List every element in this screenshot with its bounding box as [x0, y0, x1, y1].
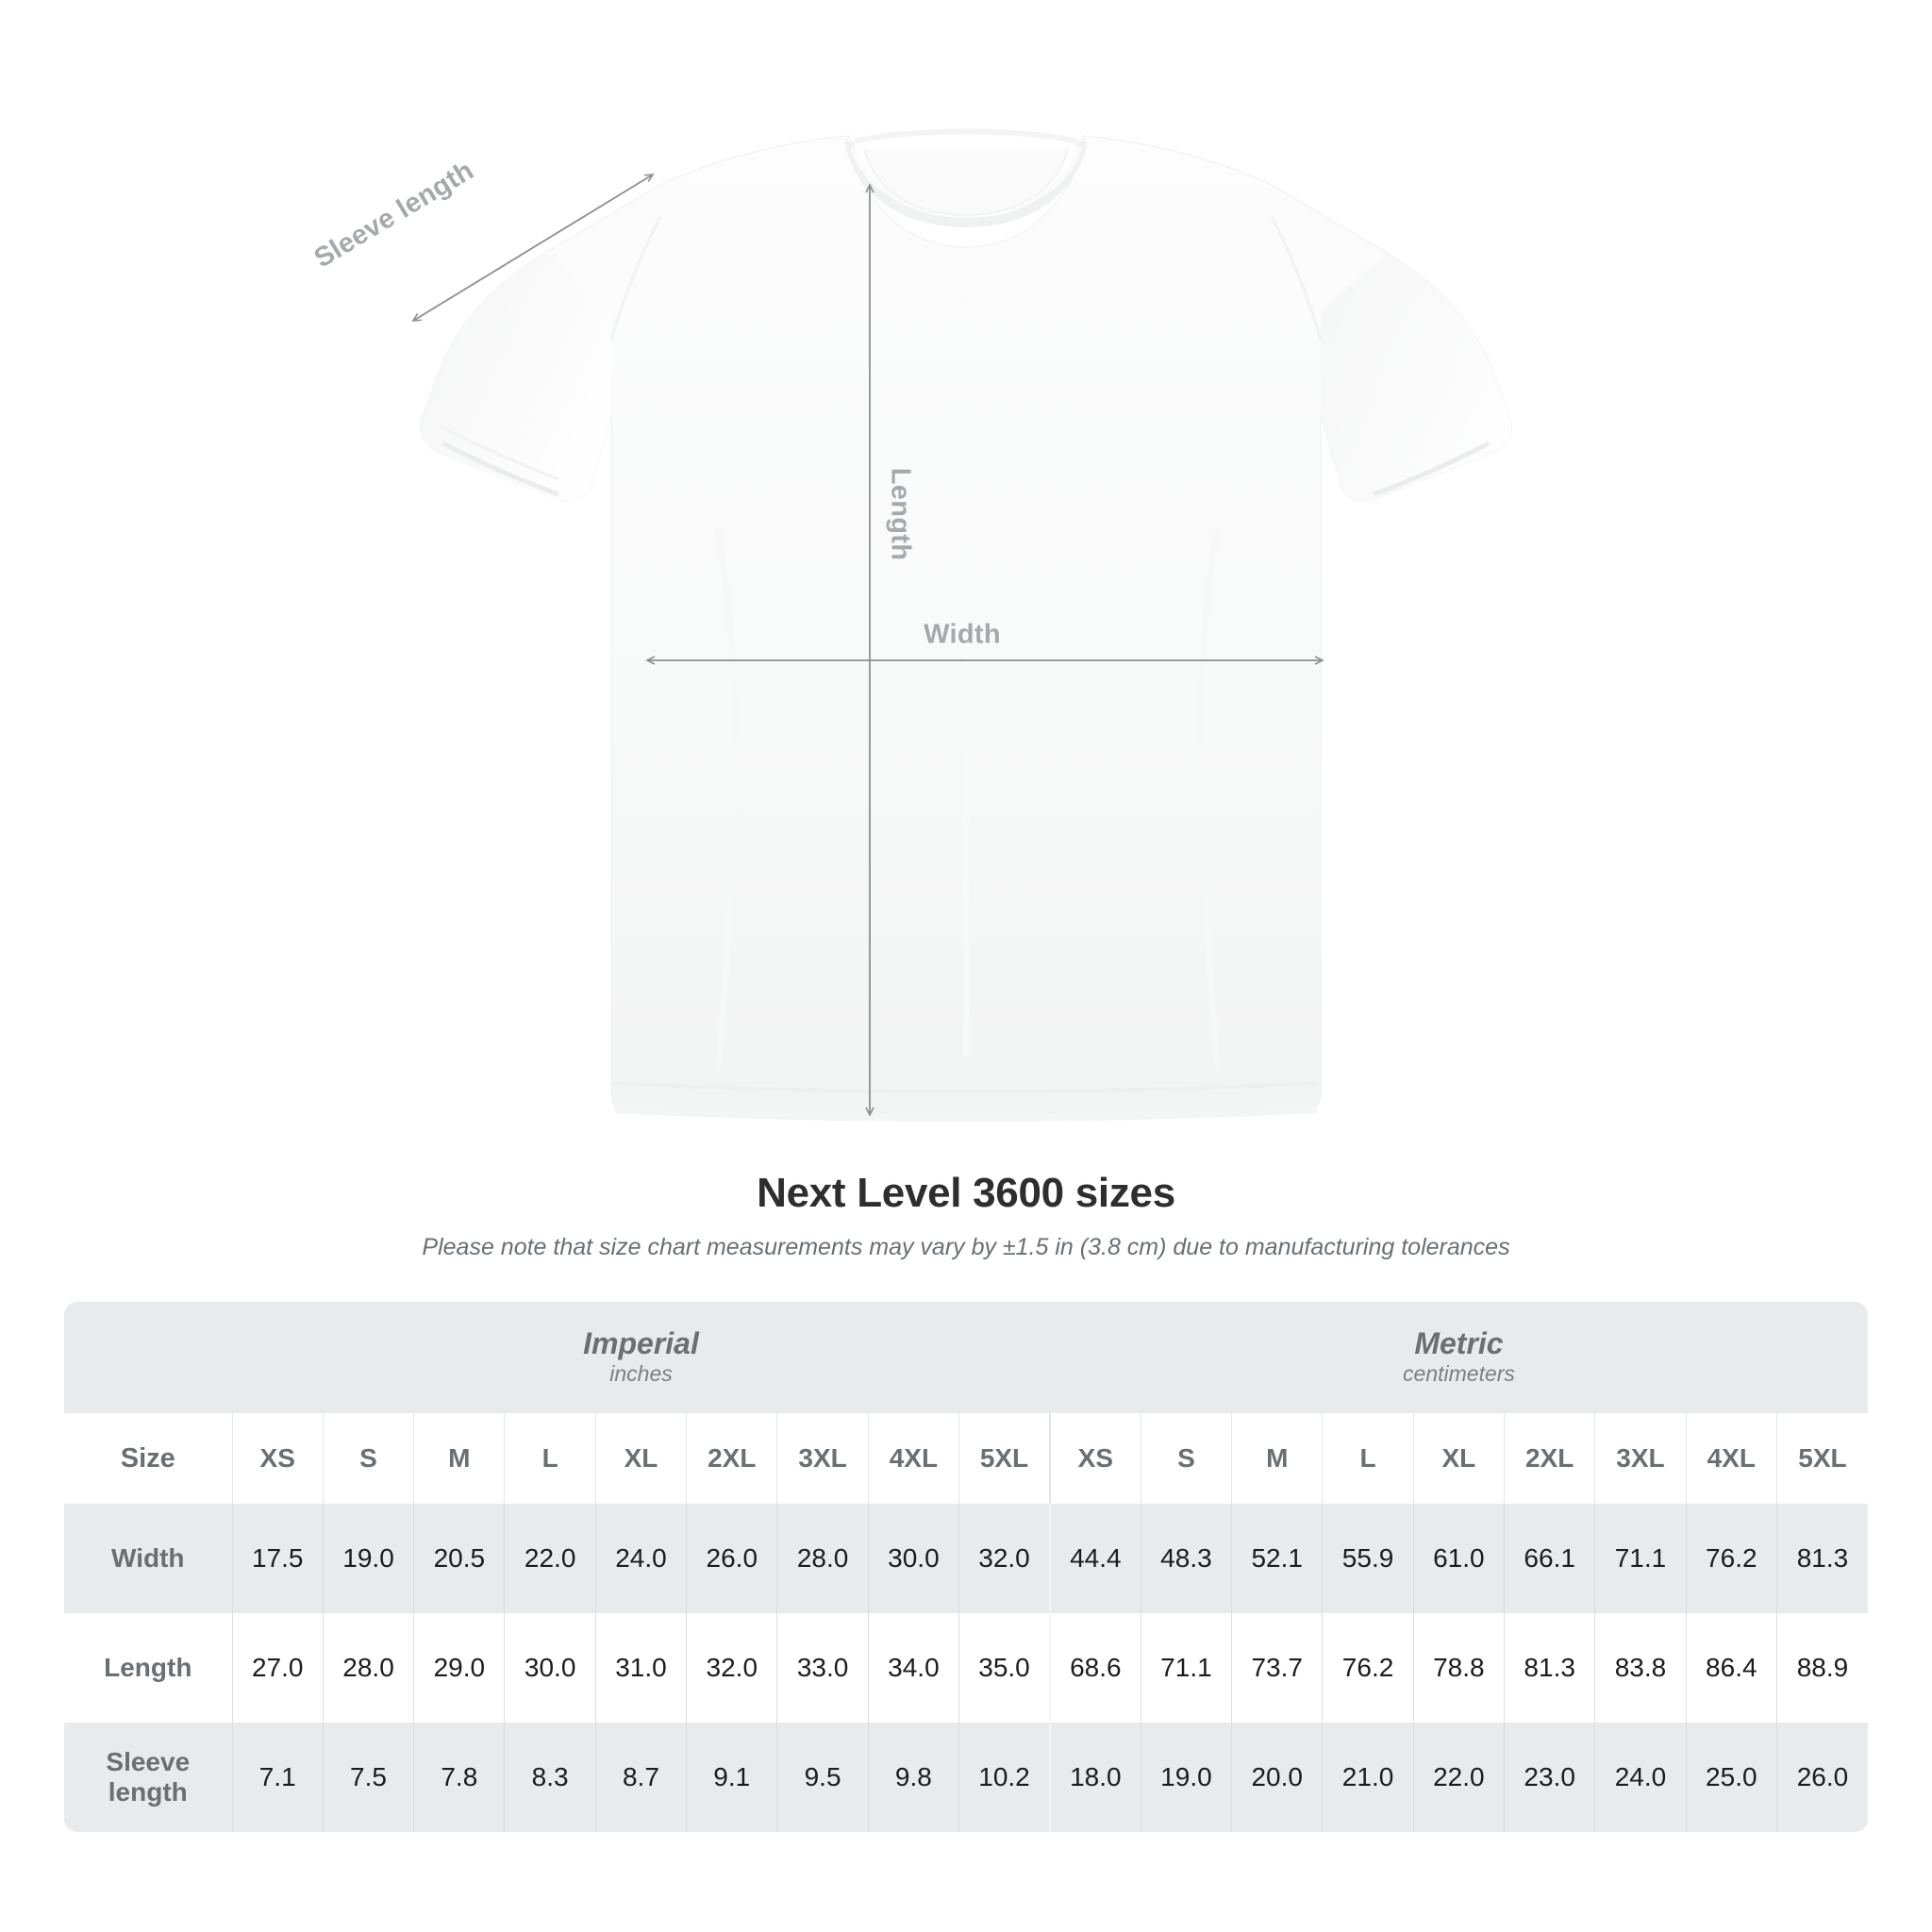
size-header-row: Size XS S M L XL 2XL 3XL 4XL 5XL XS S M …: [64, 1413, 1868, 1504]
measurement-arrows: [411, 174, 1324, 1117]
cell: 8.3: [504, 1723, 596, 1832]
cell: 7.1: [231, 1723, 324, 1832]
cell: 76.2: [1685, 1504, 1777, 1613]
size-header-cell: 3XL: [776, 1413, 869, 1504]
cell: 7.5: [322, 1723, 414, 1832]
size-header-cell: L: [1322, 1413, 1414, 1504]
cell: 29.0: [413, 1613, 505, 1723]
size-header-cell: 2XL: [686, 1413, 777, 1504]
cell: 81.3: [1504, 1613, 1595, 1723]
cell: 61.0: [1412, 1504, 1505, 1613]
unit-name-imperial: Imperial: [583, 1325, 699, 1360]
cell: 71.1: [1594, 1504, 1687, 1613]
cell: 20.5: [413, 1504, 505, 1613]
tshirt-diagram: Sleeve length Length Width: [309, 128, 1512, 1122]
cell: 33.0: [776, 1613, 869, 1723]
size-table: Imperial inches Metric centimeters Size …: [64, 1302, 1868, 1832]
cell: 20.0: [1231, 1723, 1323, 1832]
size-header-cell: S: [322, 1413, 414, 1504]
size-header-cell: 3XL: [1594, 1413, 1687, 1504]
size-header-cell: XL: [1412, 1413, 1505, 1504]
cell: 86.4: [1685, 1613, 1777, 1723]
cell: 30.0: [867, 1504, 959, 1613]
size-header-cell: M: [413, 1413, 505, 1504]
sleeve-length-arrow: [411, 174, 655, 322]
size-header-cell: L: [504, 1413, 596, 1504]
size-header-cell: 4XL: [867, 1413, 959, 1504]
column-header-size: Size: [64, 1413, 233, 1504]
row-label-length: Length: [64, 1613, 233, 1723]
cell: 9.1: [686, 1723, 777, 1832]
cell: 48.3: [1140, 1504, 1232, 1613]
cell: 88.9: [1775, 1613, 1868, 1723]
cell: 28.0: [776, 1504, 869, 1613]
cell: 9.5: [776, 1723, 869, 1832]
size-header-cell: XS: [231, 1413, 324, 1504]
cell: 23.0: [1504, 1723, 1595, 1832]
table-row: Length 27.0 28.0 29.0 30.0 31.0 32.0 33.…: [64, 1613, 1868, 1723]
table-row: Sleeve length 7.1 7.5 7.8 8.3 8.7 9.1 9.…: [64, 1723, 1868, 1832]
cell: 31.0: [594, 1613, 687, 1723]
unit-sub-metric: centimeters: [1403, 1361, 1515, 1387]
size-header-cell: XS: [1048, 1413, 1141, 1504]
cell: 52.1: [1231, 1504, 1323, 1613]
cell: 19.0: [1140, 1723, 1232, 1832]
cell: 28.0: [322, 1613, 414, 1723]
unit-header-row: Imperial inches Metric centimeters: [64, 1302, 1868, 1413]
cell: 8.7: [594, 1723, 687, 1832]
unit-sub-imperial: inches: [609, 1361, 673, 1387]
cell: 68.6: [1048, 1613, 1141, 1723]
cell: 66.1: [1504, 1504, 1595, 1613]
cell: 81.3: [1775, 1504, 1868, 1613]
size-header-cell: 2XL: [1504, 1413, 1595, 1504]
cell: 24.0: [1594, 1723, 1687, 1832]
cell: 27.0: [231, 1613, 324, 1723]
unit-name-metric: Metric: [1414, 1325, 1504, 1360]
cell: 25.0: [1685, 1723, 1777, 1832]
unit-header-spacer: [64, 1302, 233, 1413]
cell: 21.0: [1322, 1723, 1414, 1832]
unit-header-imperial: Imperial inches: [232, 1302, 1050, 1413]
cell: 32.0: [958, 1504, 1050, 1613]
size-header-cell: S: [1140, 1413, 1232, 1504]
row-label-sleeve-length: Sleeve length: [64, 1723, 233, 1832]
size-header-cell: 4XL: [1685, 1413, 1777, 1504]
cell: 24.0: [594, 1504, 687, 1613]
cell: 73.7: [1231, 1613, 1323, 1723]
size-header-cell: M: [1231, 1413, 1323, 1504]
cell: 34.0: [867, 1613, 959, 1723]
cell: 35.0: [958, 1613, 1050, 1723]
cell: 22.0: [1412, 1723, 1505, 1832]
cell: 44.4: [1048, 1504, 1141, 1613]
cell: 26.0: [686, 1504, 777, 1613]
title-block: Next Level 3600 sizes Please note that s…: [0, 1170, 1932, 1261]
cell: 7.8: [413, 1723, 505, 1832]
cell: 32.0: [686, 1613, 777, 1723]
page-title: Next Level 3600 sizes: [757, 1170, 1175, 1216]
size-header-cell: 5XL: [1775, 1413, 1868, 1504]
cell: 30.0: [504, 1613, 596, 1723]
table-row: Width 17.5 19.0 20.5 22.0 24.0 26.0 28.0…: [64, 1504, 1868, 1613]
cell: 76.2: [1322, 1613, 1414, 1723]
row-label-width: Width: [64, 1504, 233, 1613]
unit-header-metric: Metric centimeters: [1049, 1302, 1868, 1413]
cell: 17.5: [231, 1504, 324, 1613]
cell: 55.9: [1322, 1504, 1414, 1613]
tolerance-note: Please note that size chart measurements…: [422, 1234, 1510, 1260]
cell: 18.0: [1048, 1723, 1141, 1832]
cell: 78.8: [1412, 1613, 1505, 1723]
cell: 19.0: [322, 1504, 414, 1613]
size-header-cell: 5XL: [958, 1413, 1050, 1504]
cell: 83.8: [1594, 1613, 1687, 1723]
cell: 71.1: [1140, 1613, 1232, 1723]
width-label: Width: [924, 619, 1001, 650]
cell: 9.8: [867, 1723, 959, 1832]
size-header-cell: XL: [594, 1413, 687, 1504]
cell: 10.2: [958, 1723, 1050, 1832]
length-label: Length: [885, 467, 916, 561]
size-table-container: Imperial inches Metric centimeters Size …: [64, 1302, 1868, 1832]
tshirt-illustration: [411, 128, 1512, 1122]
cell: 26.0: [1775, 1723, 1868, 1832]
cell: 22.0: [504, 1504, 596, 1613]
